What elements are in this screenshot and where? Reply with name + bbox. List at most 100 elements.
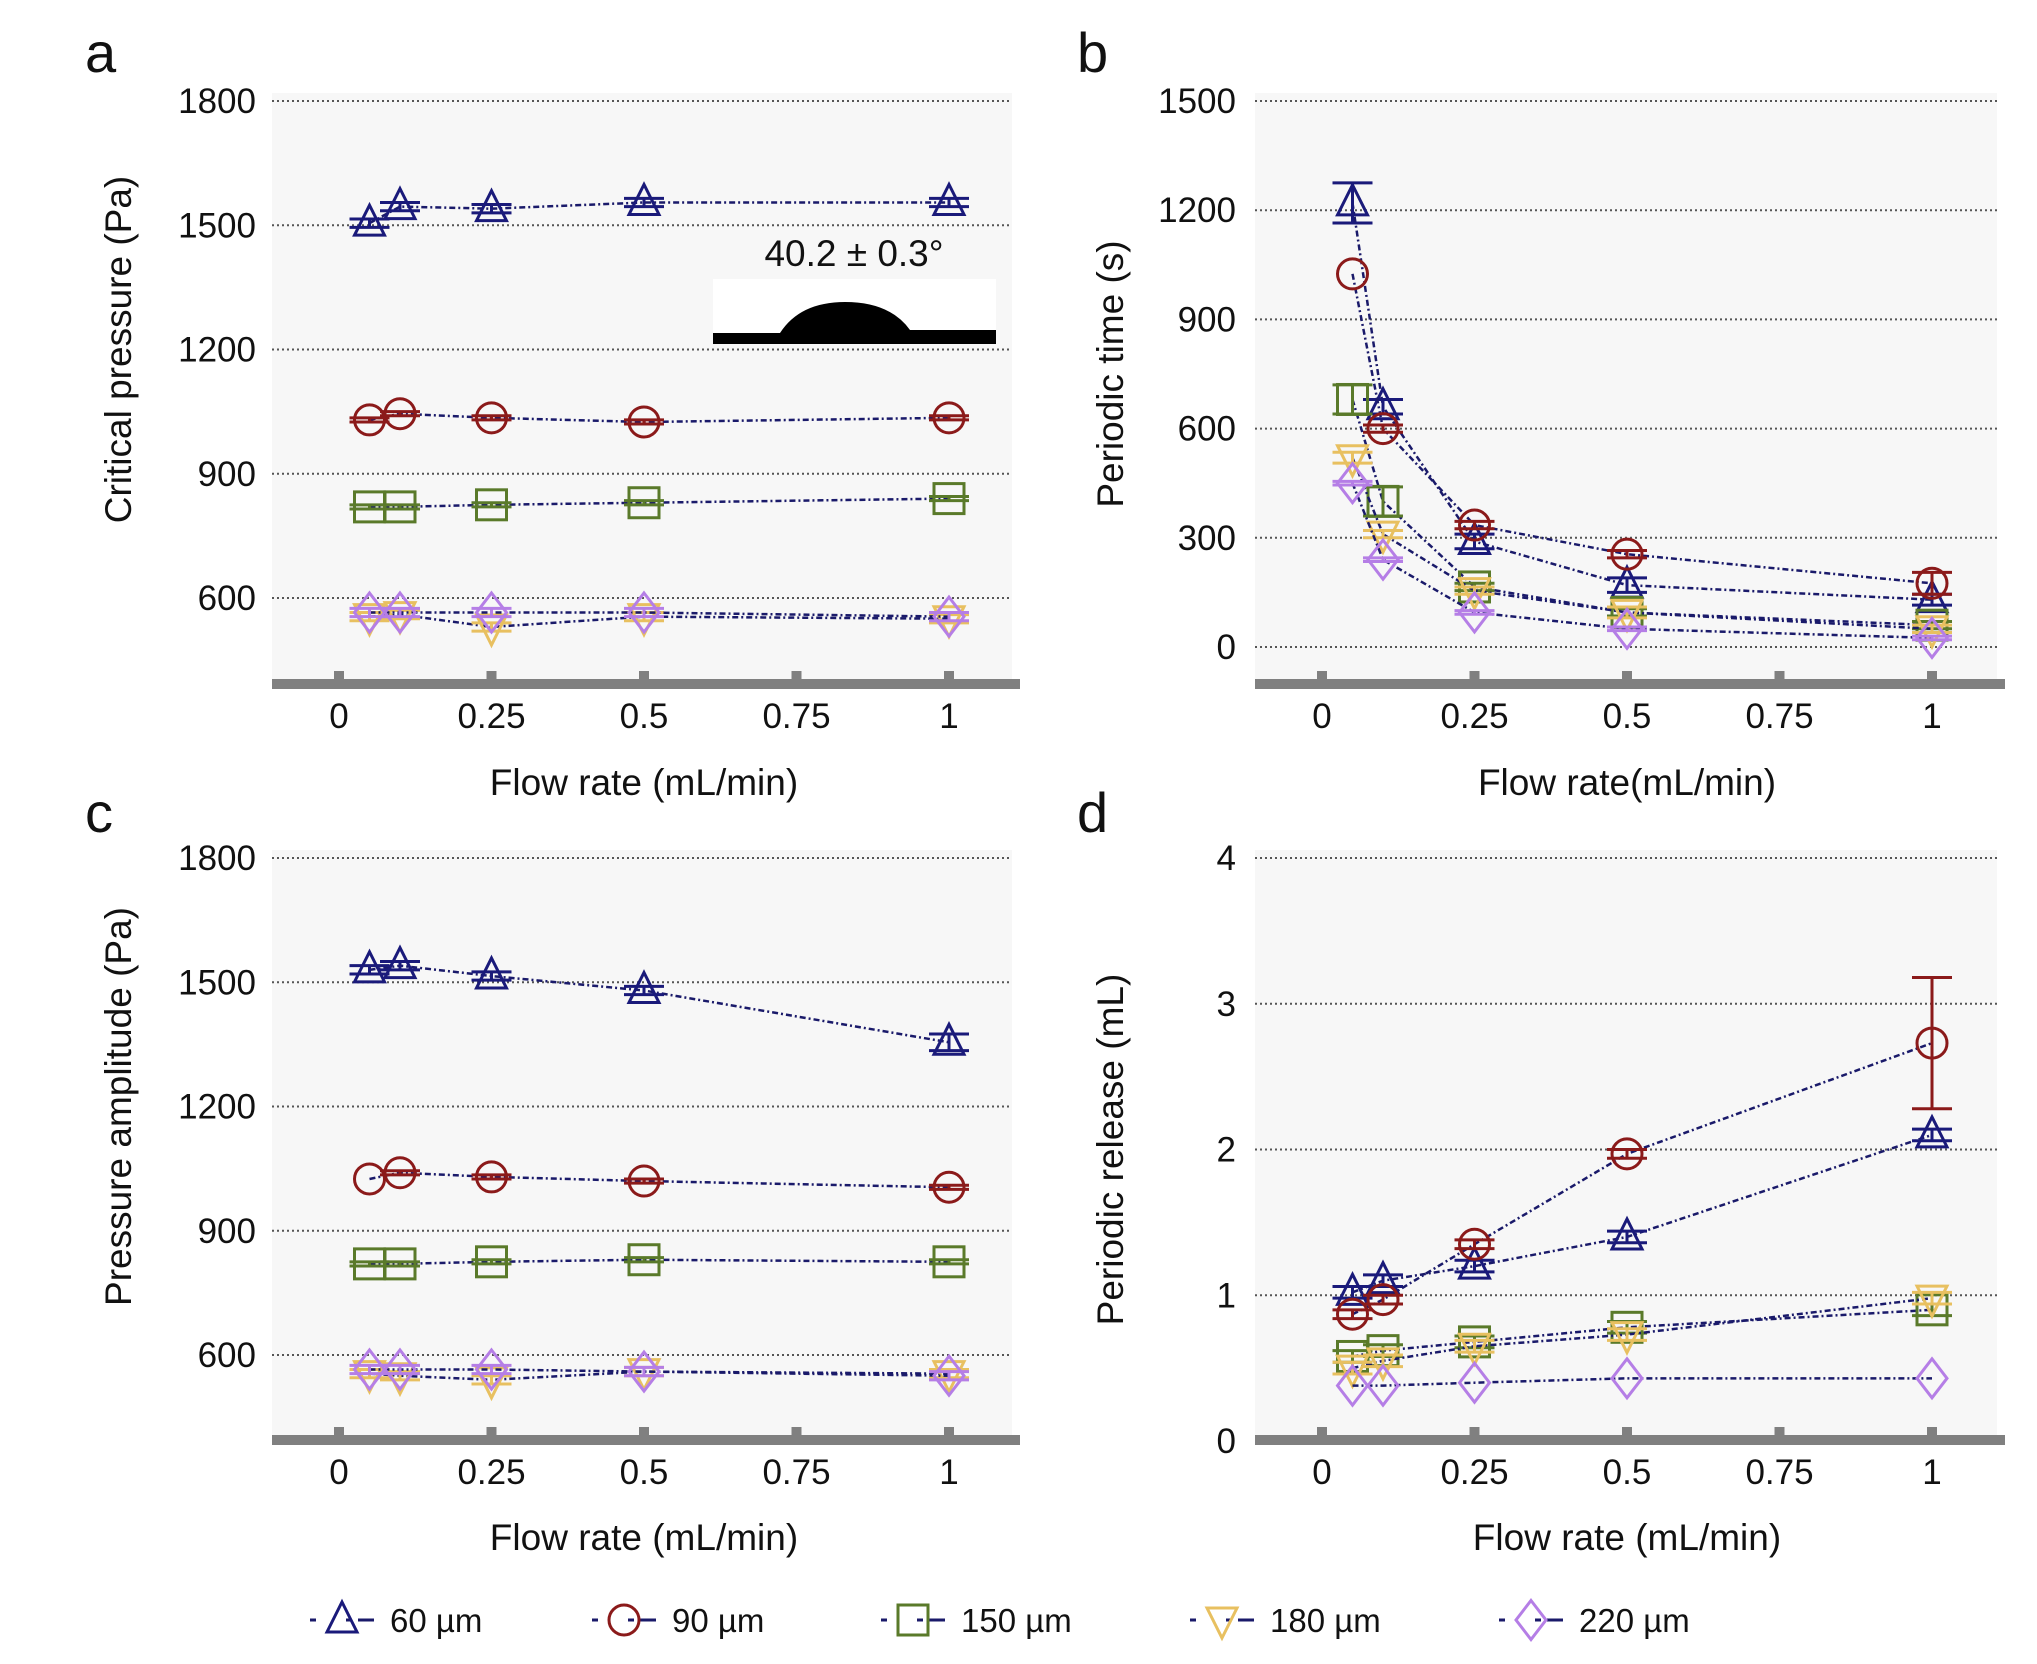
panel-a: a 600 900 1200 1500 1800 0 0.25 0.5 0.75 1 Flow rat…	[85, 21, 1020, 803]
data-point	[382, 944, 418, 980]
error-bar	[624, 499, 664, 507]
x-tick-mark	[1927, 1427, 1937, 1437]
data-point	[931, 1360, 967, 1395]
y-tick-label: 900	[1178, 300, 1236, 339]
x-tick-mark	[1469, 1427, 1480, 1437]
y-tick-label: 1	[1217, 1276, 1236, 1315]
error-bar	[349, 416, 390, 424]
x-tick-label: 0.5	[1603, 697, 1652, 736]
x-tick-mark	[486, 1427, 497, 1437]
y-tick-label: 3	[1217, 985, 1236, 1024]
data-point	[352, 603, 387, 638]
data-point	[1457, 577, 1492, 612]
x-axis-label: Flow rate(mL/min)	[1478, 762, 1776, 803]
series-220um	[1332, 461, 1952, 660]
data-point	[1336, 1297, 1369, 1331]
series-90um	[353, 1156, 969, 1204]
data-point	[1610, 537, 1644, 571]
error-bar	[471, 1258, 512, 1266]
x-axis-label: Flow rate (mL/min)	[490, 762, 798, 803]
error-bar	[624, 196, 664, 209]
x-tick-mark	[334, 671, 344, 681]
data-point	[475, 1160, 508, 1194]
x-tick-mark	[1622, 671, 1632, 681]
x-tick-label: 1	[1922, 1453, 1941, 1492]
x-tick-label: 0.25	[457, 1453, 525, 1492]
data-point	[1336, 382, 1369, 416]
y-tick-label: 600	[198, 579, 256, 618]
x-axis-label: Flow rate (mL/min)	[490, 1517, 798, 1558]
y-tick-label: 300	[1178, 519, 1236, 558]
contact-angle-inset: 40.2 ± 0.3°	[713, 233, 996, 344]
data-point	[932, 482, 966, 516]
data-point	[352, 201, 387, 237]
data-point	[627, 1243, 661, 1277]
series-220um	[349, 1347, 969, 1398]
y-tick-label: 0	[1217, 1422, 1236, 1461]
data-point	[352, 590, 387, 635]
y-tick-label: 1800	[178, 82, 256, 121]
error-bar	[929, 1258, 969, 1266]
data-point	[474, 187, 509, 223]
data-point	[1365, 520, 1401, 556]
triangle-down-icon	[1204, 1606, 1240, 1642]
data-point	[932, 1170, 966, 1204]
x-tick-label: 0	[1312, 1453, 1331, 1492]
data-point	[931, 181, 967, 216]
error-bar	[471, 501, 512, 509]
data-point	[474, 590, 509, 635]
series-line	[1352, 1133, 1933, 1294]
data-point	[1458, 1227, 1491, 1261]
data-point	[353, 1162, 386, 1196]
data-point	[1457, 1332, 1492, 1368]
error-bar	[929, 1183, 969, 1191]
diamond-icon	[1514, 1598, 1548, 1642]
data-point	[1366, 1283, 1400, 1317]
data-point	[626, 603, 662, 638]
data-point	[383, 490, 417, 524]
data-point	[383, 590, 417, 635]
error-bar	[380, 410, 420, 418]
series-150um	[349, 1243, 969, 1281]
data-point	[1458, 508, 1491, 542]
data-point	[475, 401, 508, 435]
x-tick-mark	[1774, 671, 1785, 681]
data-point	[383, 1156, 417, 1190]
data-point	[1609, 1215, 1645, 1251]
y-tick-label: 1500	[178, 963, 256, 1002]
series-90um	[1336, 257, 1952, 600]
data-point	[627, 405, 661, 439]
data-point	[626, 181, 662, 216]
data-point	[352, 1347, 387, 1392]
error-bar	[1912, 976, 1952, 1111]
series-90um	[1332, 976, 1952, 1331]
plot-area	[272, 850, 1012, 1439]
series-line	[1352, 1377, 1932, 1387]
x-axis	[272, 679, 1020, 689]
data-point	[1610, 1137, 1644, 1171]
data-point	[1457, 1360, 1492, 1405]
x-tick-mark	[1927, 671, 1937, 681]
error-bar	[624, 984, 664, 997]
x-tick-label: 0	[329, 1453, 348, 1492]
series-220um	[1335, 1356, 1949, 1408]
data-point	[627, 1164, 661, 1198]
y-axis-label: Pressure amplitude (Pa)	[98, 907, 139, 1306]
y-tick-label: 1500	[178, 206, 256, 245]
y-tick-label: 1800	[178, 839, 256, 878]
series-60um	[349, 944, 969, 1056]
x-axis	[1255, 679, 2005, 689]
data-point	[1335, 181, 1370, 217]
legend-label: 180 µm	[1270, 1602, 1381, 1639]
series-line	[1352, 1296, 1933, 1370]
series-220um	[349, 590, 969, 639]
panel-letter: a	[85, 21, 117, 84]
x-tick-mark	[791, 1427, 802, 1437]
data-point	[627, 590, 661, 635]
y-tick-label: 900	[198, 455, 256, 494]
error-bar	[624, 1177, 664, 1185]
data-point	[1610, 1356, 1644, 1401]
x-tick-label: 0.75	[762, 1453, 830, 1492]
data-point	[626, 969, 662, 1005]
